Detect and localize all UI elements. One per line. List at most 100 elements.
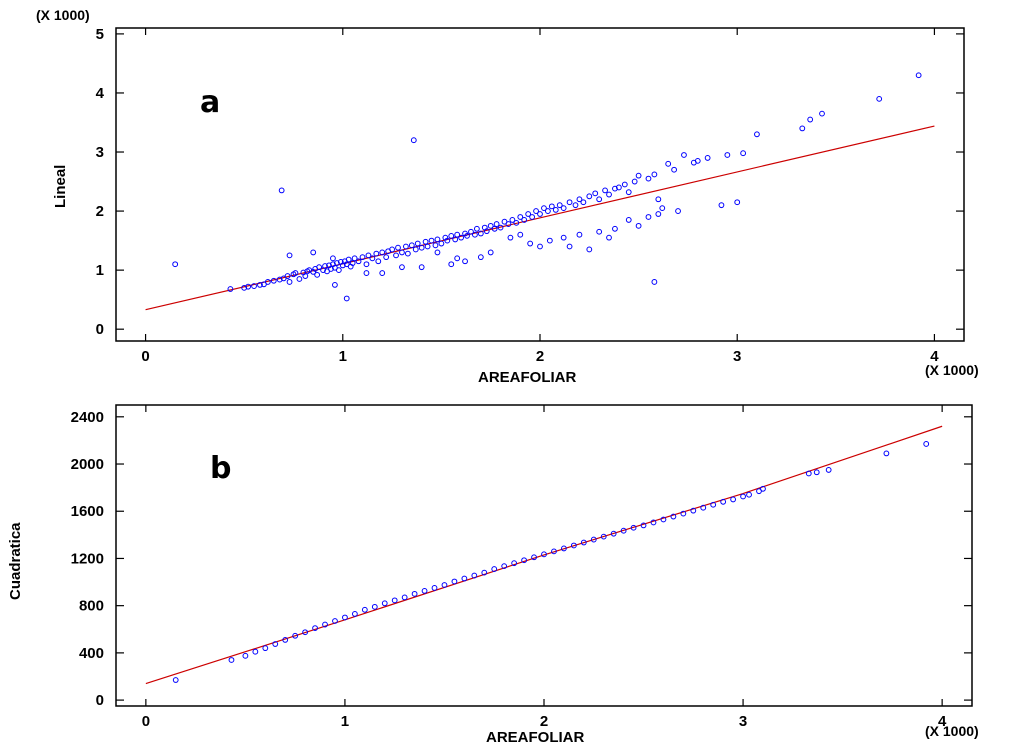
panel-a-x-multiplier: (X 1000) [925, 362, 979, 378]
panel-a-data-point [544, 208, 551, 214]
panel-b-data-point [491, 566, 498, 572]
panel-a-data-point [635, 222, 642, 229]
panel-a-data-point [472, 231, 478, 238]
panel-b-data-point [262, 645, 269, 652]
panel-b-data-point [228, 657, 235, 663]
panel-a-data-point [251, 283, 257, 289]
panel-b-data-point [521, 557, 527, 564]
panel-b-data-point [660, 516, 667, 523]
panel-a-data-point [349, 260, 356, 266]
panel-a-data-point [414, 240, 421, 247]
panel-a-data-point [586, 246, 593, 253]
panel-a-data-point [454, 231, 461, 238]
panel-a-data-point [560, 205, 567, 212]
panel-a-letter: a [200, 85, 220, 120]
panel-a-data-point [651, 171, 658, 178]
panel-a-data-point [566, 243, 573, 250]
panel-b-data-point [740, 493, 746, 500]
panel-b-data-point [710, 501, 717, 508]
panel-a-data-point [596, 196, 603, 203]
panel-b-data-point [441, 582, 448, 588]
panel-b-data-point [805, 470, 812, 477]
panel-a-data-point [389, 246, 395, 253]
panel-b-y-tick-label: 1600 [71, 503, 104, 520]
panel-a-data-point [724, 152, 731, 158]
panel-a-data-point [296, 276, 303, 282]
panel-b-x-tick-label: 2 [540, 713, 548, 730]
panel-b-y-tick-label: 1200 [71, 550, 104, 567]
panel-a-data-point [876, 95, 883, 102]
panel-a-data-point [332, 281, 338, 288]
panel-a-data-point [606, 234, 612, 241]
panel-a-data-point [681, 152, 687, 158]
panel-a-y-multiplier: (X 1000) [36, 7, 90, 23]
panel-b-data-point [381, 600, 388, 607]
panel-a-data-point [799, 125, 806, 132]
panel-a: 0 1 2 3 4 0 1 2 3 4 5 a AREAFOLIAR Lineal (X 1000… [36, 7, 979, 386]
panel-b-data-point [610, 530, 617, 537]
panel-a-data-point [552, 206, 559, 213]
panel-a-data-point [487, 249, 494, 256]
panel-a-data-point [227, 286, 234, 292]
panel-a-data-point [434, 249, 441, 256]
panel-a-data-point [383, 254, 390, 261]
panel-a-data-point [477, 254, 484, 261]
panel-a-data-point [704, 155, 711, 161]
panel-a-data-point [625, 189, 632, 196]
panel-a-data-point [410, 137, 417, 144]
panel-a-data-point [462, 258, 468, 265]
panel-b-data-point [551, 548, 557, 555]
panel-b-x-tick-label: 4 [938, 713, 947, 730]
panel-a-data-point [473, 225, 480, 232]
panel-a-data-point [517, 214, 524, 220]
panel-a-data-point [448, 261, 455, 268]
panel-a-data-point [322, 263, 328, 269]
panel-b-data-point [730, 496, 737, 503]
panel-a-y-axis-title: Lineal [52, 165, 69, 208]
panel-b-y-axis-title: Cuadratica [7, 522, 24, 600]
panel-b-y-tick-label: 800 [79, 598, 104, 615]
panel-b: 0 1 2 3 4 0 400 800 1200 1600 2000 2400 b AREAFOLI… [7, 404, 979, 746]
panel-a-data-point [292, 270, 299, 276]
panel-a-data-point [365, 252, 372, 259]
panel-a-data-point [586, 193, 593, 200]
panel-b-fit-line-group [145, 425, 943, 685]
panel-a-data-point [566, 199, 573, 206]
panel-a-data-point [537, 243, 543, 250]
panel-a-data-point [612, 225, 618, 232]
panel-a-data-point [241, 284, 248, 291]
panel-a-data-point [393, 252, 399, 259]
panel-a-data-point [517, 231, 524, 238]
panel-b-letter: b [210, 451, 231, 486]
panel-a-data-point [592, 190, 599, 197]
panel-a-data-point [345, 256, 352, 263]
panel-a-data-point [556, 202, 563, 209]
panel-a-data-point [333, 260, 340, 266]
panel-b-data-point [670, 513, 677, 520]
panel-a-data-point [245, 283, 252, 290]
panel-a-data-point [505, 221, 512, 227]
panel-a-data-point [444, 237, 451, 244]
panel-b-data-point [272, 641, 279, 647]
panel-a-data-point [529, 214, 536, 220]
panel-a-data-point [819, 110, 825, 117]
panel-b-data-point [431, 585, 438, 591]
panel-a-data-point [424, 243, 431, 250]
panel-a-y-tick-label: 1 [96, 262, 104, 279]
panel-a-y-tick-label: 4 [96, 85, 105, 102]
panel-b-data-point [511, 560, 518, 567]
panel-a-data-point [172, 261, 179, 268]
panel-a-data-point [576, 231, 583, 238]
panel-a-data-point [359, 254, 366, 261]
panel-b-y-tick-label: 2400 [71, 409, 104, 426]
panel-a-data-point [418, 244, 425, 251]
panel-a-data-point [355, 258, 362, 265]
panel-a-data-point [363, 270, 370, 276]
panel-a-data-point [645, 214, 652, 220]
panel-a-data-point [560, 234, 567, 241]
panel-b-data-point [351, 611, 358, 617]
panel-a-data-point [621, 181, 628, 188]
panel-a-data-point [483, 228, 490, 235]
panel-a-data-point [310, 249, 317, 256]
panel-b-data-point [541, 551, 547, 558]
